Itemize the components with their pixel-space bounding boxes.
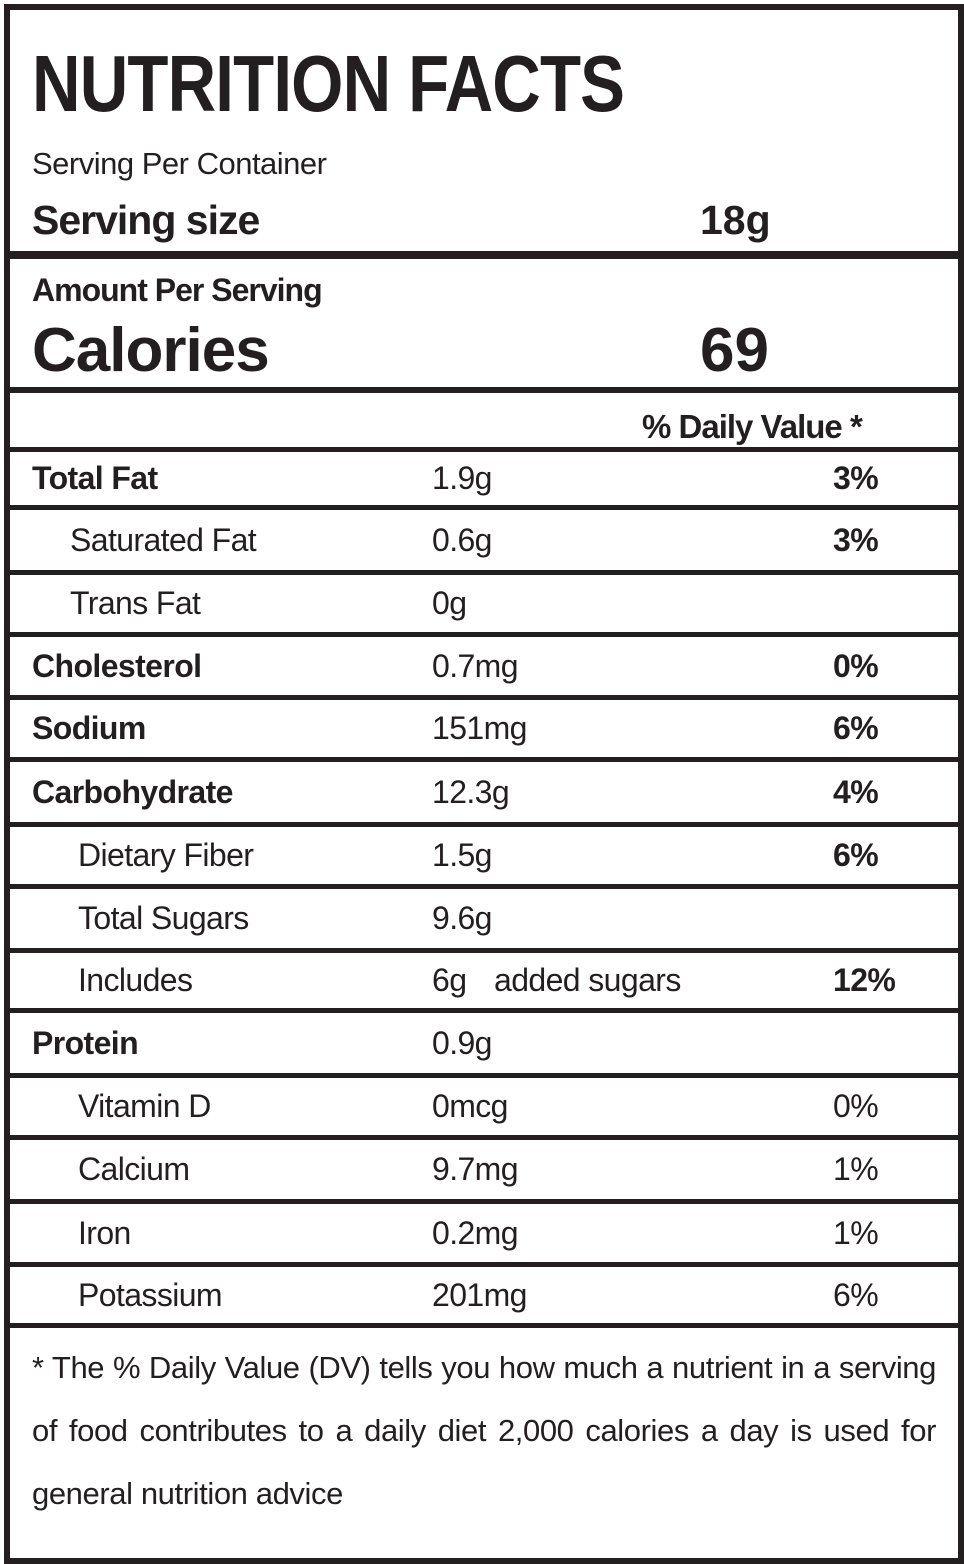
divider — [10, 570, 958, 575]
nutrient-name: Total Fat — [32, 460, 158, 496]
calories: 69 — [700, 316, 769, 385]
nutrient-amount: 9.7mg — [432, 1151, 519, 1187]
nutrient-amount: 0.9g — [432, 1024, 492, 1061]
title: NUTRITION FACTS — [32, 39, 625, 128]
nutrient-amount: 201mg — [432, 1276, 527, 1313]
divider — [10, 1073, 958, 1078]
daily-value: 6% — [833, 1276, 879, 1313]
dv-header: % Daily Value * — [642, 408, 863, 445]
divider — [10, 1008, 958, 1013]
nutrient-name: Calcium — [78, 1151, 190, 1187]
nutrient-name: Protein — [32, 1024, 139, 1061]
nutrient-amount: 9.6g — [432, 900, 492, 936]
daily-value: 0% — [833, 647, 879, 684]
nutrient-name: Saturated Fat — [70, 521, 257, 558]
nutrient-amount: 0.2mg — [432, 1214, 519, 1251]
nutrient-amount: 0.7mg — [432, 647, 519, 684]
nutrient-amount: 151mg — [432, 710, 527, 746]
divider — [10, 632, 958, 637]
daily-value: 1% — [833, 1151, 879, 1187]
daily-value: 3% — [833, 460, 879, 496]
divider — [10, 1262, 958, 1267]
daily-value: 1% — [833, 1214, 879, 1251]
nutrient-amount: 1.5g — [432, 837, 492, 873]
calories-label: Calories — [32, 316, 270, 385]
divider — [10, 757, 958, 762]
divider — [10, 447, 958, 452]
nutrient-note: added sugars — [494, 962, 681, 998]
nutrient-name: Includes — [78, 962, 193, 998]
nutrient-name: Iron — [78, 1214, 131, 1251]
nutrient-amount: 0g — [432, 585, 467, 621]
divider — [10, 505, 958, 510]
servings-label: Serving Per Container — [32, 146, 327, 181]
daily-value: 3% — [833, 521, 879, 558]
serving-size-label: Serving size — [32, 197, 260, 243]
nutrient-name: Dietary Fiber — [78, 837, 254, 873]
nutrient-name: Cholesterol — [32, 647, 202, 684]
divider — [10, 822, 958, 827]
serving-size: 18g — [700, 197, 771, 243]
divider — [10, 387, 958, 393]
nutrient-name: Carbohydrate — [32, 773, 233, 810]
daily-value: 12% — [833, 962, 896, 998]
nutrient-name: Total Sugars — [78, 900, 249, 936]
nutrient-amount: 0mcg — [432, 1088, 508, 1124]
divider — [10, 251, 958, 259]
daily-value: 4% — [833, 773, 879, 810]
divider — [10, 948, 958, 953]
divider — [10, 1323, 958, 1328]
daily-value: 0% — [833, 1088, 879, 1124]
nutrient-name: Vitamin D — [78, 1088, 211, 1124]
nutrient-amount: 0.6g — [432, 521, 492, 558]
nutrition-label: NUTRITION FACTS Serving Per Container Se… — [4, 4, 964, 1564]
nutrient-amount: 6g — [432, 962, 467, 998]
nutrient-amount: 1.9g — [432, 460, 492, 496]
daily-value: 6% — [833, 837, 879, 873]
nutrient-name: Sodium — [32, 710, 146, 746]
daily-value: 6% — [833, 710, 879, 746]
divider — [10, 1199, 958, 1204]
amount-label: Amount Per Serving — [32, 272, 323, 308]
footnote: * The % Daily Value (DV) tells you how m… — [32, 1350, 936, 1511]
nutrient-name: Potassium — [78, 1276, 223, 1313]
divider — [10, 1135, 958, 1140]
nutrient-amount: 12.3g — [432, 773, 510, 810]
nutrient-name: Trans Fat — [70, 585, 201, 621]
divider — [10, 695, 958, 700]
divider — [10, 884, 958, 889]
